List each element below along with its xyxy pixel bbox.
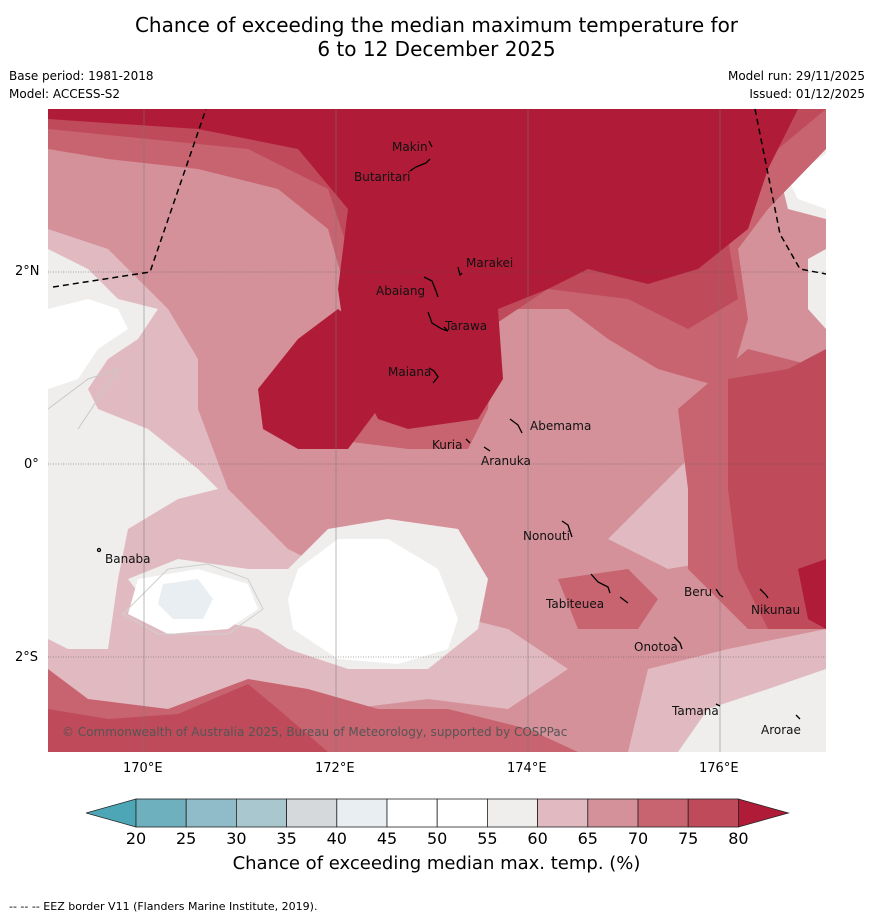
place-label: Tabiteuea xyxy=(545,597,604,611)
place-label: Tamana xyxy=(671,704,719,718)
graticule xyxy=(48,271,826,658)
colorbar-tick-label: 50 xyxy=(427,829,448,848)
colorbar-swatch xyxy=(436,798,488,828)
colorbar-swatch xyxy=(637,798,689,828)
eez-border-west xyxy=(52,109,207,288)
title-line-1: Chance of exceeding the median maximum t… xyxy=(134,13,739,37)
band-70-75-tab xyxy=(558,569,658,629)
lon-label-176e: 176°E xyxy=(699,761,739,776)
place-label: Tarawa xyxy=(444,319,487,333)
colorbar-tick-label: 80 xyxy=(728,829,749,848)
place-label: Nikunau xyxy=(751,603,800,617)
colorbar-swatch xyxy=(336,798,388,828)
place-label: Abaiang xyxy=(376,284,425,298)
contour-line-south xyxy=(122,563,264,635)
colorbar-tick-label: 35 xyxy=(276,829,297,848)
model-name: Model: ACCESS-S2 xyxy=(9,87,121,101)
band-above-80-inner xyxy=(258,309,378,449)
colorbar-label: Chance of exceeding median max. temp. (%… xyxy=(232,853,641,874)
band-45-55-ne xyxy=(788,154,826,209)
colorbar-swatch xyxy=(135,798,187,828)
place-label: Onotoa xyxy=(634,640,678,654)
band-above-80 xyxy=(48,109,798,429)
colorbar-extend-low xyxy=(86,798,137,828)
lon-label-172e: 172°E xyxy=(315,761,355,776)
place-label: Arorae xyxy=(761,723,801,737)
place-label: Makin xyxy=(392,140,428,154)
place-label: Beru xyxy=(684,585,712,599)
colorbar-tick-label: 30 xyxy=(226,829,247,848)
colorbar-swatch xyxy=(486,798,538,828)
title-line-2: 6 to 12 December 2025 xyxy=(317,37,556,61)
band-75-80-east xyxy=(728,349,826,629)
band-45-55-west xyxy=(48,299,128,389)
colorbar-tick-label: 45 xyxy=(376,829,398,848)
band-above-80-east xyxy=(798,559,826,629)
issued-date: Issued: 01/12/2025 xyxy=(749,87,865,101)
lat-label-2s: 2°S xyxy=(15,650,39,665)
band-75-80-sw xyxy=(48,684,328,752)
band-40-45 xyxy=(158,579,213,619)
colorbar-tick-label: 25 xyxy=(176,829,197,848)
lat-label-2n: 2°N xyxy=(15,264,40,279)
lat-label-0: 0° xyxy=(24,457,39,472)
islands xyxy=(96,140,801,720)
eez-border-east xyxy=(754,109,826,275)
colorbar-swatch xyxy=(587,798,639,828)
colorbar-tick-label: 20 xyxy=(125,829,147,848)
band-55-60-se xyxy=(678,669,826,752)
colorbar-tick-label: 60 xyxy=(527,829,548,848)
colorbar-swatch xyxy=(537,798,589,828)
colorbar-extend-high xyxy=(738,798,790,828)
model-run: Model run: 29/11/2025 xyxy=(727,69,865,83)
meridians xyxy=(143,109,721,752)
colorbar xyxy=(86,798,790,828)
place-label: Maiana xyxy=(388,365,431,379)
colorbar-swatch xyxy=(687,798,739,828)
band-55-60-e xyxy=(808,249,826,329)
place-label: Aranuka xyxy=(481,454,531,468)
place-label: Banaba xyxy=(105,552,151,566)
colorbar-tick-label: 40 xyxy=(326,829,347,848)
place-label: Abemama xyxy=(530,419,591,433)
band-45-55-central xyxy=(288,539,458,664)
place-label: Butaritari xyxy=(354,170,411,184)
colorbar-swatch xyxy=(286,798,338,828)
colorbar-tick-label: 75 xyxy=(678,829,699,848)
forecast-map: Makin Butaritari Marakei Abaiang Tarawa … xyxy=(48,109,826,752)
place-label: Marakei xyxy=(466,256,513,270)
contour-line-west xyxy=(48,368,120,430)
place-label: Kuria xyxy=(432,438,463,452)
colorbar-swatch xyxy=(386,798,438,828)
copyright-notice: © Commonwealth of Australia 2025, Bureau… xyxy=(62,725,567,739)
eez-footnote: -- -- -- EEZ border V11 (Flanders Marine… xyxy=(9,900,318,913)
place-label: Nonouti xyxy=(523,529,570,543)
colorbar-tick-label: 55 xyxy=(477,829,498,848)
lon-label-170e: 170°E xyxy=(123,761,163,776)
colorbar-tick-label: 65 xyxy=(577,829,598,848)
colorbar-swatch xyxy=(185,798,237,828)
colorbar-swatch xyxy=(235,798,287,828)
colorbar-tick-label: 70 xyxy=(627,829,649,848)
lon-label-174e: 174°E xyxy=(507,761,547,776)
base-period: Base period: 1981-2018 xyxy=(9,69,154,83)
